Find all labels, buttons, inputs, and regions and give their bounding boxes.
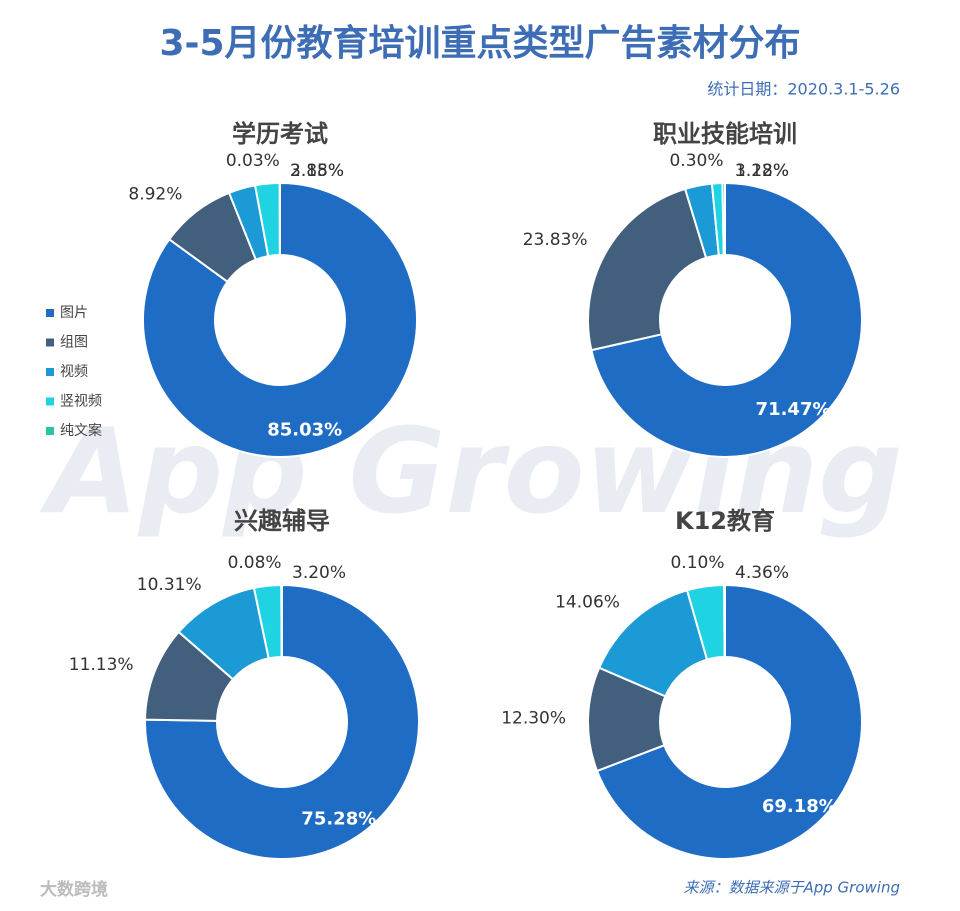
subtitle: 统计日期：2020.3.1-5.26 (707, 80, 900, 99)
value-label: 3.15% (290, 161, 344, 181)
legend-swatch (46, 427, 54, 435)
value-label: 1.22% (735, 161, 789, 181)
value-label: 3.20% (292, 563, 346, 583)
donut-slice (595, 583, 863, 860)
donut-slice (723, 583, 726, 659)
value-label: 0.10% (670, 553, 724, 573)
value-label: 71.47% (756, 399, 831, 420)
donut-slice (142, 181, 418, 458)
legend-label: 纯文案 (60, 422, 102, 439)
value-label: 85.03% (267, 419, 342, 440)
donut-slice (144, 583, 420, 860)
value-label: 3.18% (735, 161, 789, 181)
source: 来源：数据来源于App Growing (683, 879, 900, 897)
value-label: 75.28% (301, 809, 376, 830)
legend-label: 竖视频 (60, 394, 102, 410)
logo: 大数跨境 (40, 879, 108, 900)
value-label: 11.13% (69, 655, 134, 675)
legend-label: 组图 (60, 335, 88, 351)
legend-label: 图片 (60, 305, 88, 321)
value-label: 23.83% (523, 230, 588, 250)
chart-title: 兴趣辅导 (234, 507, 330, 535)
value-label: 0.30% (669, 151, 723, 171)
value-label: 14.06% (555, 593, 620, 613)
legend-swatch (46, 397, 54, 406)
chart-title: 学历考试 (232, 120, 328, 148)
chart-title: K12教育 (675, 507, 775, 535)
donut-slice (590, 181, 863, 458)
legend-swatch (46, 338, 54, 347)
legend-label: 视频 (60, 364, 88, 380)
value-label: 0.08% (228, 553, 282, 573)
donut-slice (587, 187, 708, 352)
value-label: 10.31% (137, 575, 202, 595)
value-label: 8.92% (128, 184, 182, 204)
value-label: 0.03% (226, 151, 280, 171)
legend-swatch (46, 368, 54, 376)
value-label: 2.88% (290, 161, 344, 181)
donut-slice (721, 181, 726, 257)
donut-slice (280, 583, 283, 659)
value-label: 12.30% (501, 709, 566, 729)
page-title: 3-5月份教育培训重点类型广告素材分布 (159, 23, 800, 64)
chart-title: 职业技能培训 (653, 120, 797, 148)
legend-swatch (46, 309, 54, 317)
value-label: 69.18% (762, 796, 837, 817)
value-label: 4.36% (735, 563, 789, 583)
